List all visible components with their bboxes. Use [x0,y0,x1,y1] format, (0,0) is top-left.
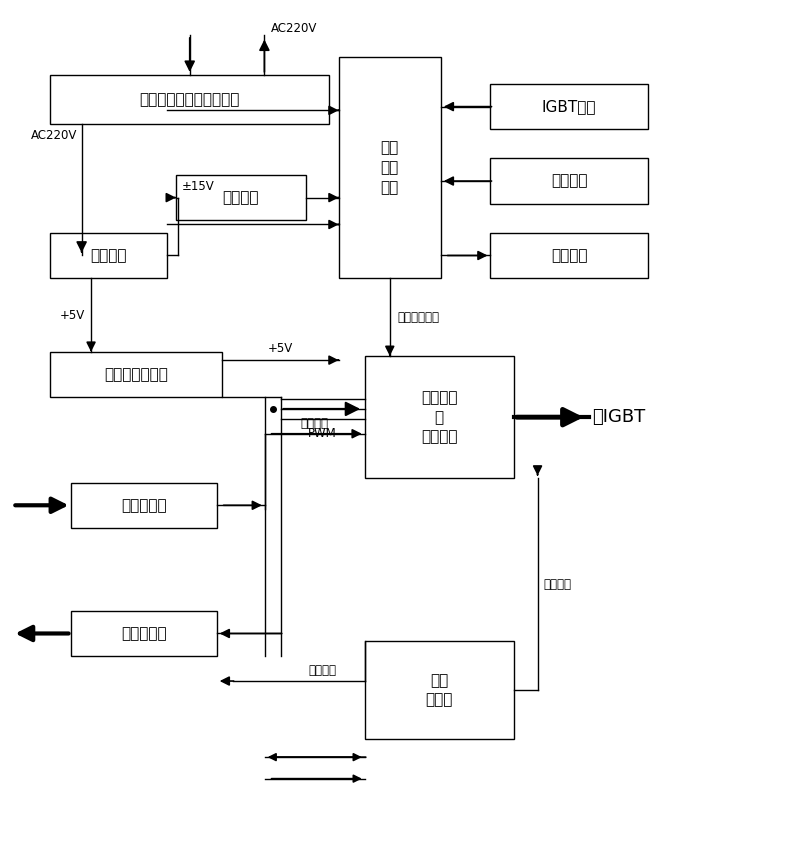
Text: 脉冲分配
与
死区处理: 脉冲分配 与 死区处理 [421,390,458,445]
Text: 电源转换: 电源转换 [90,248,126,263]
Text: +5V: +5V [267,342,293,355]
Text: 直流侧电压检测: 直流侧电压检测 [104,367,168,382]
Text: IGBT检测: IGBT检测 [542,99,596,114]
Text: +5V: +5V [59,309,85,321]
Bar [365,642,514,739]
Text: 逻辑
保护
回路: 逻辑 保护 回路 [381,140,399,195]
Text: 温度检测: 温度检测 [550,173,587,188]
Bar [490,84,648,130]
Bar [71,483,217,528]
Bar [50,233,166,278]
Bar [490,158,648,204]
Text: 光发射回路: 光发射回路 [122,626,167,641]
Text: ±15V: ±15V [182,181,215,193]
Text: AC220V: AC220V [31,129,78,141]
Text: 控制指令: 控制指令 [543,578,571,590]
Text: 高电位双路电源取能回路: 高电位双路电源取能回路 [139,92,240,107]
Text: 至IGBT: 至IGBT [593,408,646,426]
Text: 阀体状态: 阀体状态 [301,417,329,431]
Bar [50,352,222,397]
Bar [365,356,514,479]
Bar [490,233,648,278]
Bar [50,75,330,124]
Text: 故障指示: 故障指示 [550,248,587,263]
Bar [338,56,441,278]
Text: AC220V: AC220V [270,22,317,35]
Text: 通信
处理器: 通信 处理器 [426,673,453,707]
Text: 电源监视: 电源监视 [222,190,259,205]
Text: 直流电压: 直流电压 [308,664,336,677]
Text: PWM: PWM [308,427,337,440]
Bar [176,175,306,220]
Bar [71,611,217,656]
Text: 阀体闭锁指令: 阀体闭锁指令 [398,310,440,324]
Text: 光接收回路: 光接收回路 [122,498,167,513]
